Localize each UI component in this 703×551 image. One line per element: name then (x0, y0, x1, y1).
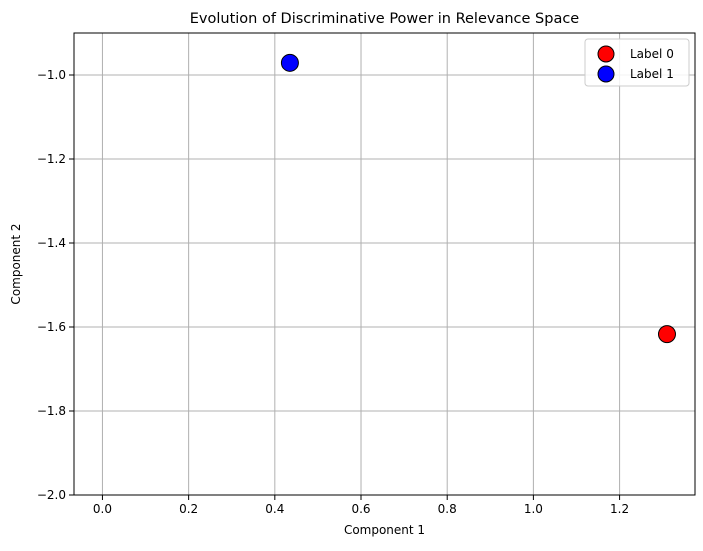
chart-title: Evolution of Discriminative Power in Rel… (190, 11, 580, 27)
plot-frame (73, 32, 696, 496)
y-tick-label: −1.8 (37, 404, 66, 418)
x-tick-label: 0.4 (265, 502, 284, 516)
y-tick-label: −1.6 (37, 320, 66, 334)
y-tick-label: −1.2 (37, 152, 66, 166)
y-tick-label: −2.0 (37, 488, 66, 502)
legend-marker-label-1 (597, 65, 615, 83)
x-tick-label: 0.2 (179, 502, 198, 516)
legend-label-0: Label 0 (630, 47, 674, 61)
data-point-label-0 (657, 325, 676, 344)
x-tick-label: 0.0 (93, 502, 112, 516)
legend-label-1: Label 1 (630, 67, 674, 81)
y-tick-label: −1.4 (37, 236, 66, 250)
legend: Label 0 Label 1 (584, 38, 690, 87)
y-tick-label: −1.0 (37, 68, 66, 82)
x-tick-label: 0.8 (438, 502, 457, 516)
legend-marker-label-0 (597, 45, 615, 63)
y-axis-label: Component 2 (9, 223, 23, 304)
data-points (280, 53, 676, 344)
x-tick-label: 0.6 (351, 502, 370, 516)
data-point-label-1 (280, 53, 299, 72)
x-axis-label: Component 1 (344, 523, 425, 537)
axis-ticks: 0.0 0.2 0.4 0.6 0.8 1.0 1.2 −2.0 −1.8 −1.6 −1.4 −1.… (37, 68, 629, 516)
x-tick-label: 1.2 (610, 502, 629, 516)
x-tick-label: 1.0 (524, 502, 543, 516)
